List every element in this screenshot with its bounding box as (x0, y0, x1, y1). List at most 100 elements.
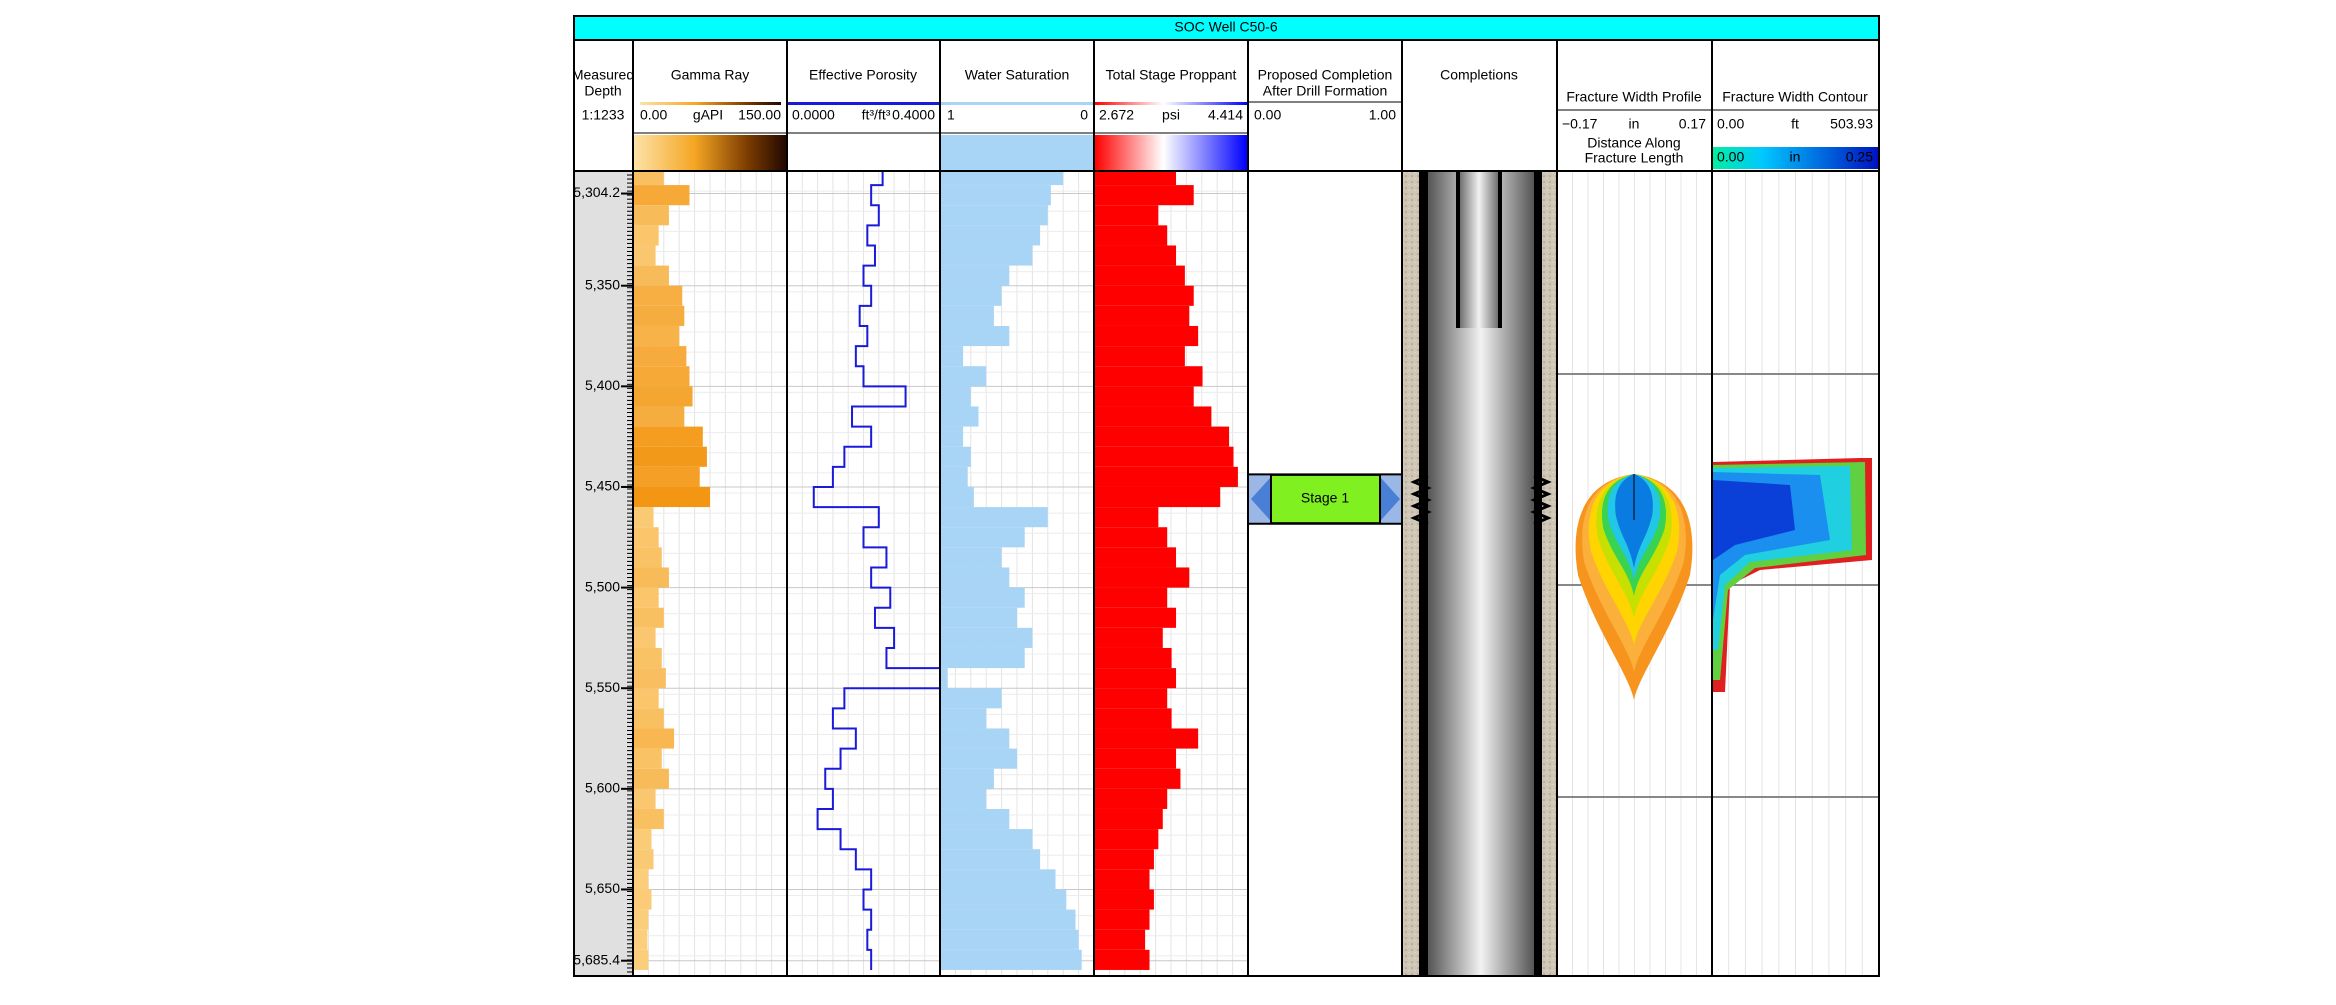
color-bar (941, 135, 1093, 170)
color-max: 0.25 (1846, 149, 1873, 165)
gamma-fill (633, 486, 710, 508)
depth-scale: 1:1233 (582, 107, 625, 123)
depth-label: 5,685.4 (573, 951, 620, 967)
water-fill (940, 728, 1010, 749)
packer-arrow (1251, 476, 1271, 522)
scale-max: 0.17 (1679, 116, 1706, 132)
gamma-fill (633, 668, 666, 689)
water-fill (940, 527, 1025, 548)
water-fill (940, 909, 1076, 930)
subtitle: Distance Along (1587, 135, 1680, 151)
gamma-fill (633, 366, 690, 387)
gamma-fill (633, 949, 649, 970)
proppant-fill (1094, 607, 1177, 628)
proppant-fill (1094, 171, 1177, 186)
proppant-fill (1094, 466, 1238, 487)
water-fill (940, 708, 987, 729)
curve-key (640, 102, 781, 105)
water-fill (940, 285, 1002, 306)
proppant-fill (1094, 668, 1177, 689)
scale-unit: in (1629, 116, 1640, 132)
water-fill (940, 647, 1025, 669)
water-fill (940, 929, 1079, 950)
gamma-fill (633, 205, 669, 226)
gamma-fill (633, 386, 693, 407)
gamma-fill (633, 627, 656, 648)
gamma-fill (633, 507, 654, 528)
water-fill (940, 607, 1017, 628)
stage-label: Stage 1 (1301, 490, 1349, 506)
packer-arrow (1380, 476, 1400, 522)
water-fill (940, 587, 1025, 608)
proppant-fill (1094, 366, 1203, 387)
gamma-fill (633, 265, 669, 286)
depth-label: 5,650 (585, 880, 620, 896)
title: SOC Well C50-6 (1174, 19, 1277, 35)
water-fill (940, 205, 1048, 226)
depth-label: 5,350 (585, 276, 620, 292)
fracture-profile (1575, 474, 1693, 700)
scale-max: 0.4000 (892, 107, 935, 123)
color-unit: in (1790, 149, 1801, 165)
curve-key (1095, 102, 1247, 105)
gamma-fill (633, 225, 659, 246)
track-title: Gamma Ray (671, 67, 750, 83)
gamma-fill (633, 929, 648, 950)
water-fill (940, 366, 987, 387)
depth-label: 5,400 (585, 377, 620, 393)
water-fill (940, 325, 1010, 347)
water-fill (940, 889, 1067, 910)
scale-max: 0 (1080, 107, 1088, 123)
proppant-fill (1094, 205, 1159, 226)
gamma-fill (633, 688, 659, 709)
proppant-fill (1094, 547, 1177, 568)
gamma-fill (633, 527, 659, 548)
gamma-fill (633, 728, 675, 749)
water-fill (940, 869, 1056, 890)
water-fill (940, 768, 994, 789)
proppant-fill (1094, 325, 1199, 347)
water-fill (940, 808, 1010, 830)
proppant-fill (1094, 346, 1185, 367)
frame (573, 15, 1880, 977)
proppant-fill (1094, 185, 1194, 206)
gamma-fill (633, 325, 680, 347)
gamma-fill (633, 869, 649, 890)
track-title: Water Saturation (965, 67, 1070, 83)
proppant-fill (1094, 285, 1194, 306)
stage-box (1270, 473, 1381, 525)
gamma-fill (633, 849, 654, 870)
water-fill (940, 446, 971, 467)
water-fill (940, 225, 1041, 246)
proppant-fill (1094, 929, 1146, 950)
gamma-fill (633, 768, 669, 789)
proppant-fill (1094, 768, 1181, 789)
gamma-fill (633, 446, 707, 467)
proppant-fill (1094, 627, 1163, 648)
color-min: 0.00 (1717, 149, 1744, 165)
color-bar (1712, 147, 1879, 169)
scale-max: 150.00 (738, 107, 781, 123)
scale-min: 0.0000 (792, 107, 835, 123)
water-fill (940, 466, 968, 487)
gamma-fill (633, 567, 669, 588)
proppant-fill (1094, 507, 1159, 528)
proppant-fill (1094, 587, 1168, 608)
proppant-fill (1094, 446, 1234, 467)
water-fill (940, 547, 1002, 568)
gamma-fill (633, 748, 662, 769)
gamma-fill (633, 788, 656, 809)
water-fill (940, 265, 1010, 286)
water-fill (940, 849, 1041, 870)
gamma-fill (633, 708, 664, 729)
water-fill (940, 426, 964, 447)
proppant-fill (1094, 647, 1172, 669)
gamma-fill (633, 185, 690, 206)
water-fill (940, 171, 1064, 186)
scale-min: 2.672 (1099, 107, 1134, 123)
depth-label: 5,304.2 (573, 184, 620, 200)
curve-key (941, 102, 1093, 105)
curve-key (788, 102, 939, 105)
gamma-fill (633, 171, 664, 186)
proppant-fill (1094, 748, 1177, 769)
